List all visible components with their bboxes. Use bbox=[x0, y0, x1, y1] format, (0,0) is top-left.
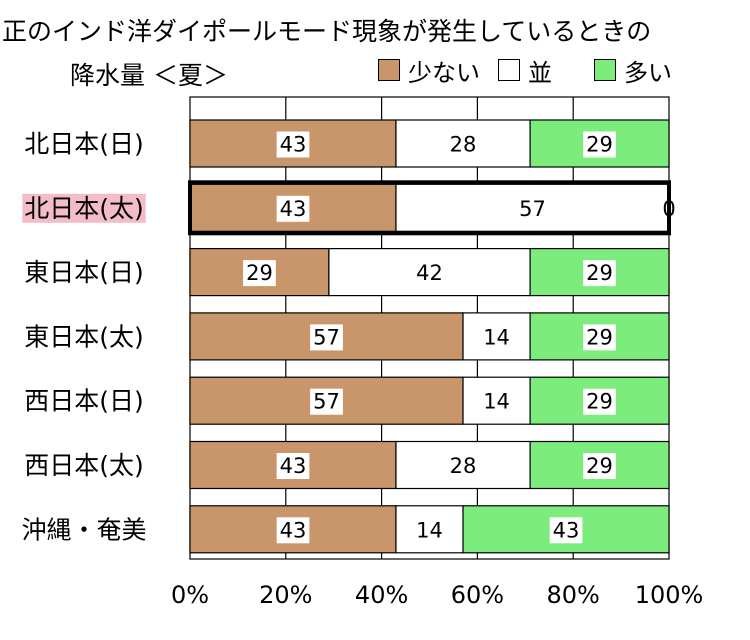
data-label: 57 bbox=[519, 197, 546, 221]
x-tick-label: 0% bbox=[171, 581, 209, 609]
data-label-bg bbox=[413, 260, 446, 287]
data-label: 28 bbox=[450, 133, 477, 157]
legend-swatch-more bbox=[594, 59, 616, 81]
data-label-bg bbox=[480, 324, 513, 351]
category-label: 西日本(太) bbox=[24, 451, 144, 480]
data-label-bg bbox=[276, 517, 310, 544]
x-tick-label: 20% bbox=[259, 581, 312, 609]
data-label-bg bbox=[276, 195, 310, 222]
category-label: 沖縄・奄美 bbox=[21, 515, 146, 544]
category-label-highlight bbox=[22, 193, 146, 223]
category-label: 西日本(日) bbox=[24, 387, 144, 416]
data-label-bg bbox=[583, 453, 616, 479]
x-tick-label: 80% bbox=[547, 581, 600, 609]
data-label-bg bbox=[583, 260, 616, 287]
data-label-bg bbox=[480, 388, 513, 415]
data-label: 29 bbox=[246, 261, 273, 285]
chart-title-line2: 降水量 ＜夏＞ bbox=[70, 61, 228, 90]
data-label-bg bbox=[276, 453, 310, 479]
legend-swatch-less bbox=[378, 59, 400, 81]
data-label-bg bbox=[516, 195, 549, 222]
data-label: 29 bbox=[586, 325, 613, 349]
data-label: 57 bbox=[313, 390, 340, 414]
data-label-bg bbox=[583, 131, 616, 158]
data-label: 43 bbox=[280, 454, 307, 478]
category-label: 東日本(日) bbox=[24, 258, 144, 287]
legend-label-less: 少ない bbox=[408, 58, 480, 87]
category-label: 北日本(日) bbox=[24, 130, 144, 159]
highlight-frame bbox=[188, 180, 671, 236]
data-label: 29 bbox=[586, 454, 613, 478]
chart-title-line1: 正のインド洋ダイポールモード現象が発生しているときの bbox=[2, 17, 652, 46]
data-label: 57 bbox=[313, 325, 340, 349]
data-label-bg bbox=[583, 324, 616, 351]
data-label: 14 bbox=[483, 325, 510, 349]
data-label-bg bbox=[243, 260, 276, 287]
data-label-bg bbox=[413, 517, 446, 544]
data-label: 29 bbox=[586, 261, 613, 285]
legend-swatch-normal bbox=[498, 59, 520, 81]
data-label-bg bbox=[583, 388, 616, 415]
data-label: 28 bbox=[450, 454, 477, 478]
data-label: 43 bbox=[280, 197, 307, 221]
data-label: 43 bbox=[280, 133, 307, 157]
data-label: 29 bbox=[586, 390, 613, 414]
legend-item-less: 少ない bbox=[378, 56, 480, 87]
category-label: 北日本(太) bbox=[24, 194, 144, 223]
legend-item-normal: 並 bbox=[498, 56, 552, 87]
data-label-bg bbox=[276, 131, 310, 158]
data-label: 42 bbox=[416, 261, 443, 285]
legend-label-normal: 並 bbox=[528, 58, 552, 87]
data-label-bg bbox=[549, 517, 583, 544]
x-tick-label: 40% bbox=[355, 581, 408, 609]
data-label-bg bbox=[446, 453, 480, 479]
legend-label-more: 多い bbox=[624, 58, 672, 87]
data-label-bg bbox=[310, 324, 343, 351]
legend-item-more: 多い bbox=[594, 56, 672, 87]
category-label: 東日本(太) bbox=[24, 322, 144, 351]
data-label: 43 bbox=[280, 518, 307, 542]
data-label: 43 bbox=[553, 518, 580, 542]
data-label: 29 bbox=[586, 133, 613, 157]
data-label: 14 bbox=[416, 518, 443, 542]
data-label-bg bbox=[310, 388, 343, 415]
data-label-bg bbox=[446, 131, 480, 158]
bar-segment bbox=[189, 505, 397, 554]
x-tick-label: 100% bbox=[635, 581, 704, 609]
data-label: 14 bbox=[483, 390, 510, 414]
x-tick-label: 60% bbox=[451, 581, 504, 609]
